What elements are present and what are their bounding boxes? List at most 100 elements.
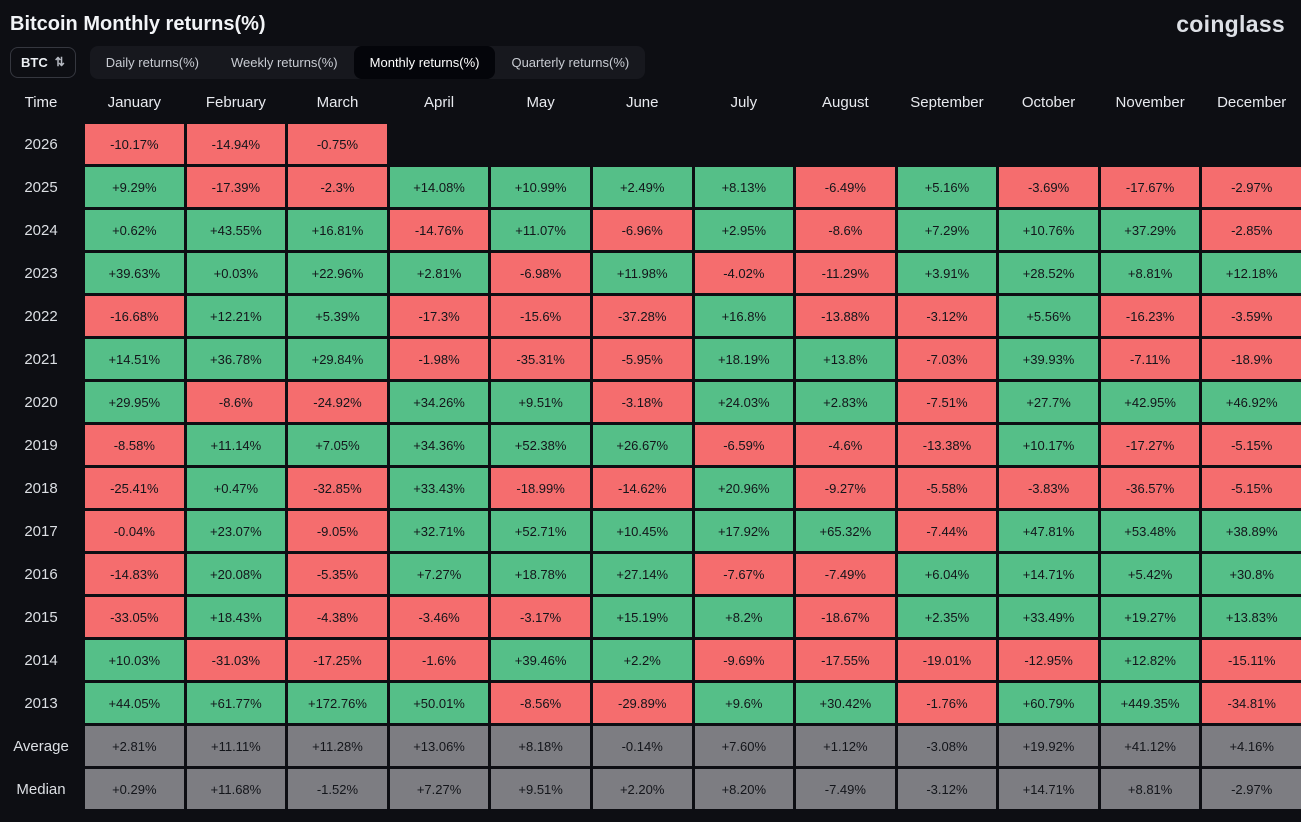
return-cell: +2.35%	[897, 597, 997, 637]
row-label: 2025	[24, 178, 58, 196]
month-column-header: August	[822, 93, 869, 111]
returns-tabs: Daily returns(%) Weekly returns(%) Monthly…	[89, 45, 646, 79]
return-cell: -3.12%	[897, 769, 997, 809]
return-cell: -7.03%	[897, 339, 997, 379]
return-cell: +9.51%	[491, 382, 590, 422]
return-cell: -24.92%	[288, 382, 387, 422]
return-cell: +9.6%	[694, 683, 794, 723]
return-cell: +8.2%	[694, 597, 794, 637]
month-column-header: March	[316, 93, 359, 111]
return-cell: +7.29%	[897, 210, 997, 250]
return-cell: +13.06%	[389, 726, 489, 766]
return-cell: +4.16%	[1202, 726, 1301, 766]
return-cell: +5.39%	[288, 296, 387, 336]
return-cell: +5.42%	[1100, 554, 1200, 594]
row-label: 2013	[24, 694, 58, 712]
return-cell: +43.55%	[186, 210, 286, 250]
return-cell: +0.47%	[186, 468, 286, 508]
return-cell: +5.56%	[999, 296, 1098, 336]
tab-weekly-returns[interactable]: Weekly returns(%)	[230, 54, 338, 70]
return-cell: +50.01%	[389, 683, 489, 723]
sort-arrows-icon: ⇅	[54, 55, 65, 69]
return-cell: +2.83%	[796, 382, 895, 422]
return-cell: -4.6%	[796, 425, 895, 465]
return-cell: -4.02%	[694, 253, 794, 293]
table-row: 2016 -14.83% +20.08% -5.35% +7.27% +18.78% +27…	[0, 554, 1301, 594]
return-cell: -7.49%	[796, 769, 895, 809]
return-cell: +29.95%	[85, 382, 184, 422]
return-cell: -18.67%	[796, 597, 895, 637]
return-cell: -35.31%	[491, 339, 590, 379]
row-label: 2026	[24, 135, 58, 153]
return-cell: -15.11%	[1202, 640, 1301, 680]
return-cell: +7.27%	[389, 554, 489, 594]
return-cell: -17.55%	[796, 640, 895, 680]
return-cell: +20.96%	[694, 468, 794, 508]
return-cell: +2.81%	[85, 726, 184, 766]
tab-quarterly-returns[interactable]: Quarterly returns(%)	[511, 54, 630, 70]
month-column-header: April	[424, 93, 455, 111]
return-cell: -17.3%	[389, 296, 489, 336]
table-row: 2020 +29.95% -8.6% -24.92% +34.26% +9.51% -3.1…	[0, 382, 1301, 422]
return-cell: +0.29%	[85, 769, 184, 809]
return-cell: +10.17%	[999, 425, 1098, 465]
return-cell: -3.83%	[999, 468, 1098, 508]
return-cell: +2.81%	[389, 253, 489, 293]
return-cell: -18.99%	[491, 468, 590, 508]
row-label: 2014	[24, 651, 58, 669]
return-cell: -6.98%	[491, 253, 590, 293]
return-cell: -2.3%	[288, 167, 387, 207]
tab-daily-returns[interactable]: Daily returns(%)	[105, 54, 199, 70]
return-cell: -34.81%	[1202, 683, 1301, 723]
return-cell: +2.49%	[592, 167, 692, 207]
tab-monthly-returns[interactable]: Monthly returns(%)	[353, 45, 496, 79]
return-cell: +34.26%	[389, 382, 489, 422]
return-cell: +12.82%	[1100, 640, 1200, 680]
table-row: 2017 -0.04% +23.07% -9.05% +32.71% +52.71% +10…	[0, 511, 1301, 551]
return-cell: +172.76%	[288, 683, 387, 723]
return-cell: +3.91%	[897, 253, 997, 293]
return-cell: +27.14%	[592, 554, 692, 594]
month-column-header: October	[1021, 93, 1076, 111]
table-row: 2026 -10.17% -14.94% -0.75%	[0, 124, 1301, 164]
row-label: Average	[13, 737, 69, 755]
return-cell: -11.29%	[796, 253, 895, 293]
row-label: 2023	[24, 264, 58, 282]
return-cell: +27.7%	[999, 382, 1098, 422]
return-cell: +10.99%	[491, 167, 590, 207]
return-cell: +15.19%	[592, 597, 692, 637]
return-cell: +37.29%	[1100, 210, 1200, 250]
return-cell: +14.71%	[999, 769, 1098, 809]
return-cell: +13.8%	[796, 339, 895, 379]
return-cell: +0.03%	[186, 253, 286, 293]
top-bar: Bitcoin Monthly returns(%) coinglass	[0, 0, 1301, 42]
symbol-label: BTC	[21, 54, 48, 70]
return-cell: -1.6%	[389, 640, 489, 680]
return-cell: +26.67%	[592, 425, 692, 465]
return-cell: +0.62%	[85, 210, 184, 250]
return-cell: -10.17%	[85, 124, 184, 164]
return-cell: -17.39%	[186, 167, 286, 207]
table-row: 2022 -16.68% +12.21% +5.39% -17.3% -15.6% -37.…	[0, 296, 1301, 336]
page-title: Bitcoin Monthly returns(%)	[10, 12, 266, 35]
symbol-selector[interactable]: BTC ⇅	[10, 46, 76, 78]
return-cell: +11.07%	[491, 210, 590, 250]
return-cell: +8.81%	[1100, 769, 1200, 809]
return-cell: -0.14%	[592, 726, 692, 766]
return-cell: -19.01%	[897, 640, 997, 680]
return-cell: -6.96%	[592, 210, 692, 250]
return-cell: +23.07%	[186, 511, 286, 551]
return-cell: +18.43%	[186, 597, 286, 637]
return-cell	[491, 124, 590, 164]
return-cell: -31.03%	[186, 640, 286, 680]
table-row: 2015 -33.05% +18.43% -4.38% -3.46% -3.17% +15.…	[0, 597, 1301, 637]
return-cell: +47.81%	[999, 511, 1098, 551]
return-cell: -6.59%	[694, 425, 794, 465]
return-cell: +8.13%	[694, 167, 794, 207]
return-cell: +10.03%	[85, 640, 184, 680]
return-cell: +61.77%	[186, 683, 286, 723]
return-cell: +11.68%	[186, 769, 286, 809]
table-header-row: Time January February March April May June July…	[0, 90, 1301, 114]
return-cell: -14.83%	[85, 554, 184, 594]
return-cell: +1.12%	[796, 726, 895, 766]
